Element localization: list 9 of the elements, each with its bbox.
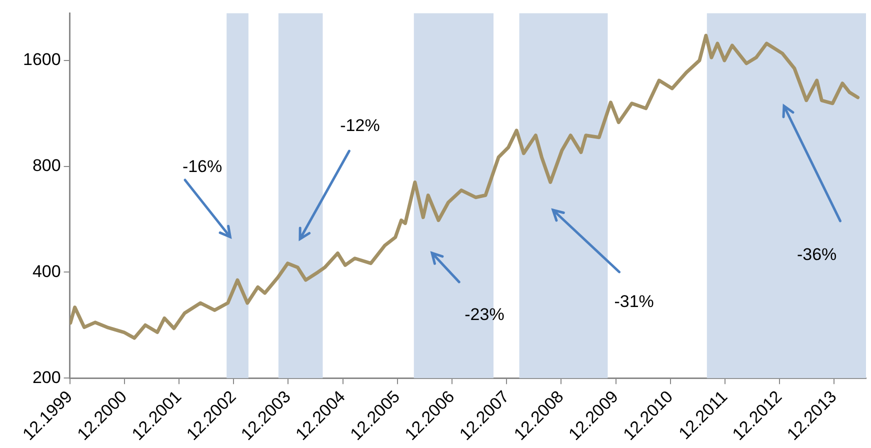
y-tick-label: 800 [32, 156, 61, 176]
y-tick-label: 1600 [22, 50, 61, 70]
annotation: -36% [796, 244, 837, 264]
annotation: -31% [614, 292, 654, 311]
annotation: -12% [340, 116, 380, 135]
annotation: -16% [182, 156, 222, 176]
annotation: -23% [464, 304, 504, 324]
y-tick-label: 400 [32, 262, 61, 281]
y-tick-label: 200 [32, 368, 61, 387]
